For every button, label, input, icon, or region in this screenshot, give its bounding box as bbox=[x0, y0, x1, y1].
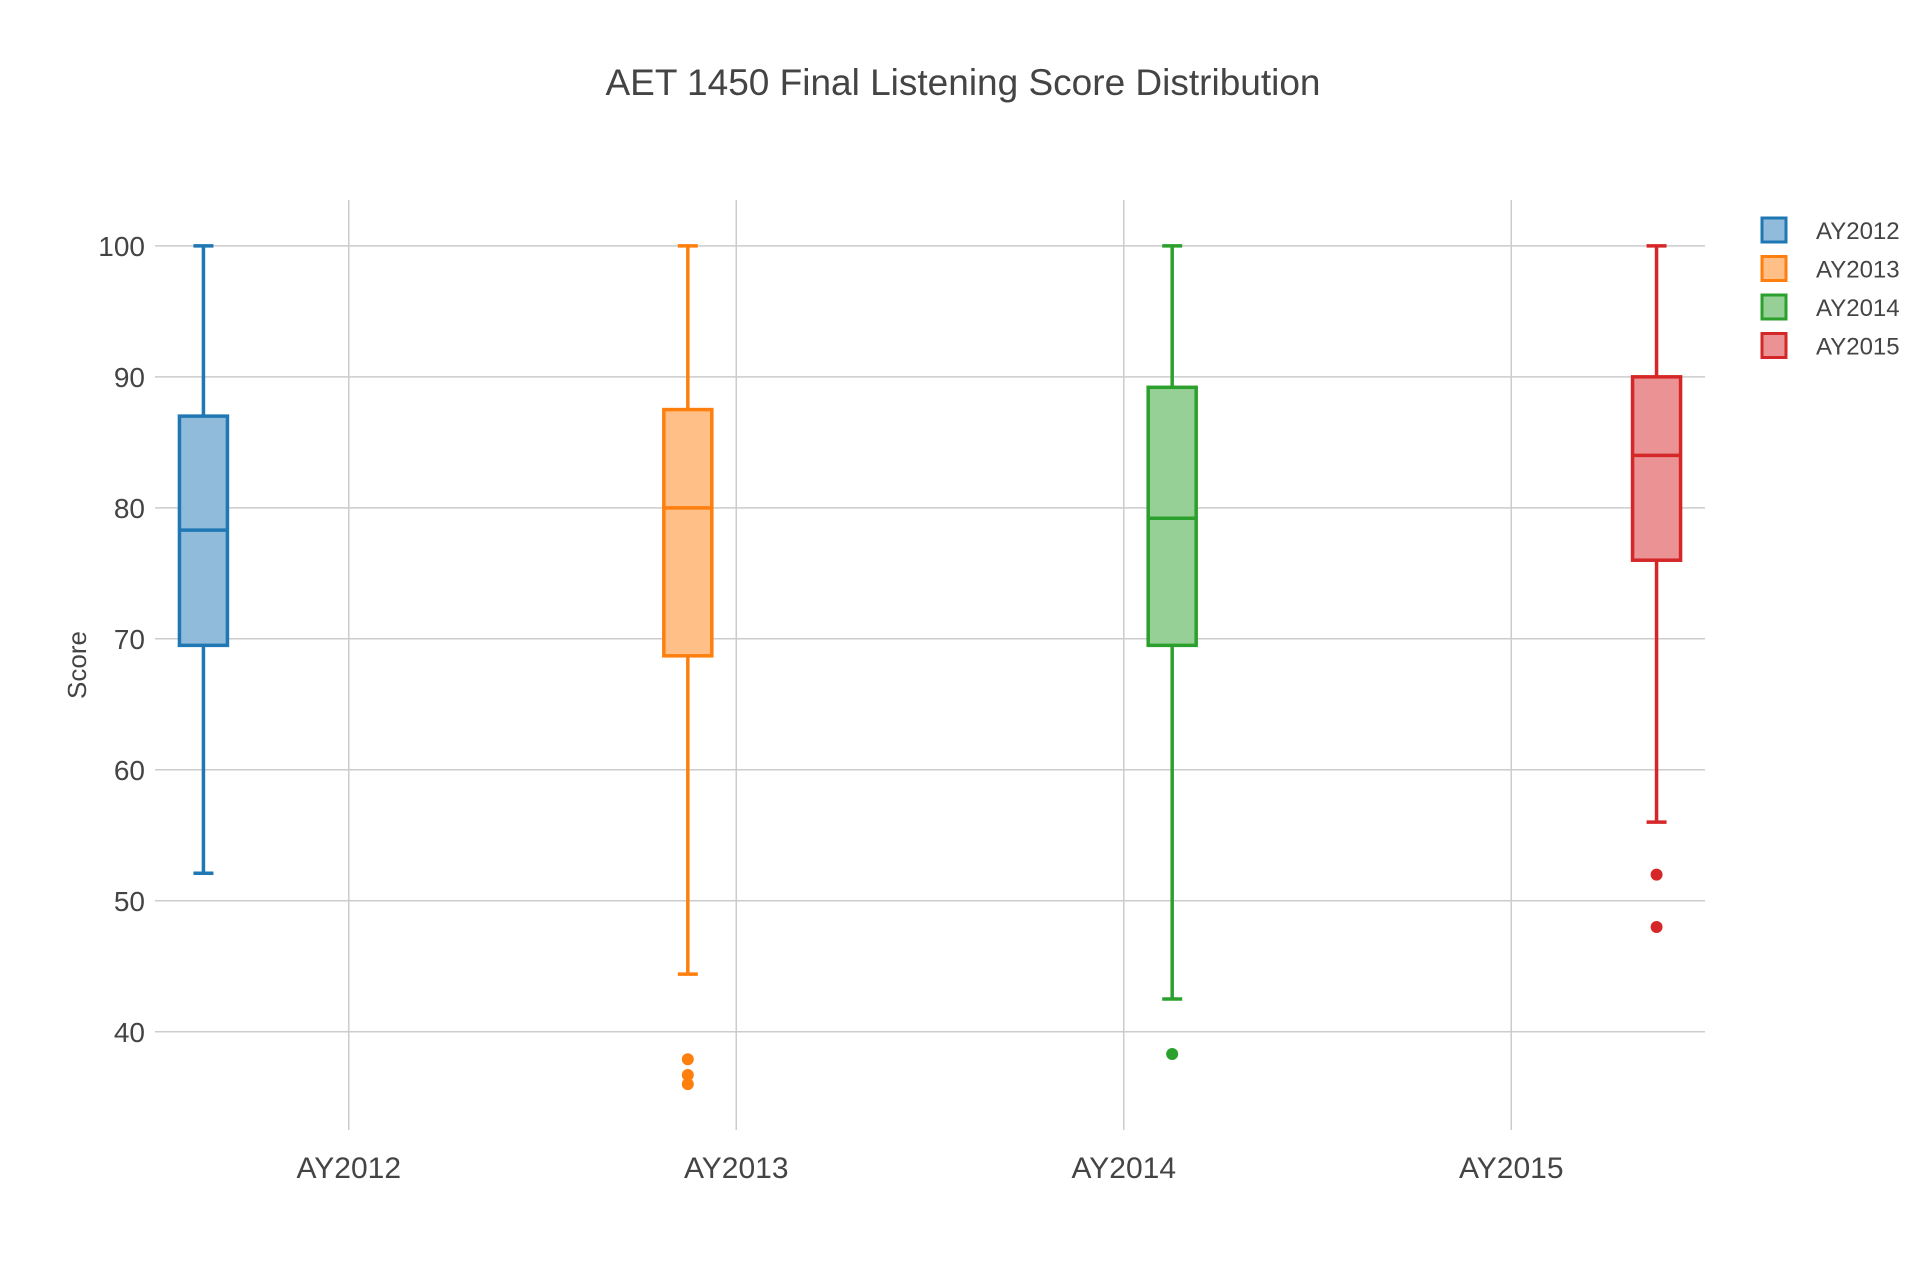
legend[interactable]: AY2012 AY2013 AY2014 AY2015 bbox=[1760, 216, 1900, 361]
x-tick-label: AY2012 bbox=[296, 1152, 401, 1185]
legend-item-ay2014[interactable]: AY2014 bbox=[1760, 293, 1900, 322]
outlier-point bbox=[1650, 868, 1663, 881]
x-tick-label: AY2015 bbox=[1459, 1152, 1564, 1185]
y-tick-label: 50 bbox=[114, 886, 145, 917]
legend-item-ay2015[interactable]: AY2015 bbox=[1760, 332, 1900, 361]
y-axis-title: Score bbox=[62, 631, 92, 699]
legend-label: AY2012 bbox=[1816, 218, 1900, 245]
box-ay2013 bbox=[662, 244, 714, 1091]
iqr-box bbox=[662, 407, 714, 658]
iqr-box bbox=[1630, 375, 1683, 562]
legend-label: AY2013 bbox=[1816, 257, 1900, 284]
box-ay2014 bbox=[1146, 244, 1198, 1061]
legend-label: AY2015 bbox=[1816, 334, 1900, 361]
legend-swatch bbox=[1760, 255, 1788, 282]
legend-label: AY2014 bbox=[1816, 295, 1900, 322]
box-ay2015 bbox=[1630, 244, 1683, 933]
boxes bbox=[177, 244, 1683, 1091]
legend-swatch bbox=[1760, 293, 1788, 321]
outlier-point bbox=[681, 1053, 694, 1066]
axes: Score 40 50 60 70 80 90 100 AY2012 AY2013 AY2014 A… bbox=[62, 231, 1564, 1185]
y-tick-label: 90 bbox=[114, 362, 145, 393]
y-tick-label: 40 bbox=[114, 1017, 145, 1048]
y-tick-label: 60 bbox=[114, 755, 145, 786]
y-tick-label: 80 bbox=[114, 493, 145, 524]
outlier-point bbox=[681, 1068, 694, 1081]
legend-swatch bbox=[1760, 332, 1788, 359]
chart-title: AET 1450 Final Listening Score Distribut… bbox=[605, 62, 1321, 103]
y-tick-label: 70 bbox=[114, 624, 145, 655]
box-ay2012 bbox=[177, 244, 230, 876]
legend-item-ay2012[interactable]: AY2012 bbox=[1760, 216, 1900, 245]
x-tick-label: AY2014 bbox=[1071, 1152, 1176, 1185]
outlier-point bbox=[1166, 1048, 1179, 1061]
outlier-point bbox=[681, 1078, 694, 1091]
grid-lines bbox=[155, 200, 1705, 1130]
y-tick-label: 100 bbox=[98, 231, 145, 262]
iqr-box bbox=[1146, 385, 1198, 648]
outlier-point bbox=[1650, 920, 1663, 933]
legend-swatch bbox=[1760, 216, 1788, 244]
x-tick-label: AY2013 bbox=[684, 1152, 789, 1185]
legend-item-ay2013[interactable]: AY2013 bbox=[1760, 255, 1900, 284]
